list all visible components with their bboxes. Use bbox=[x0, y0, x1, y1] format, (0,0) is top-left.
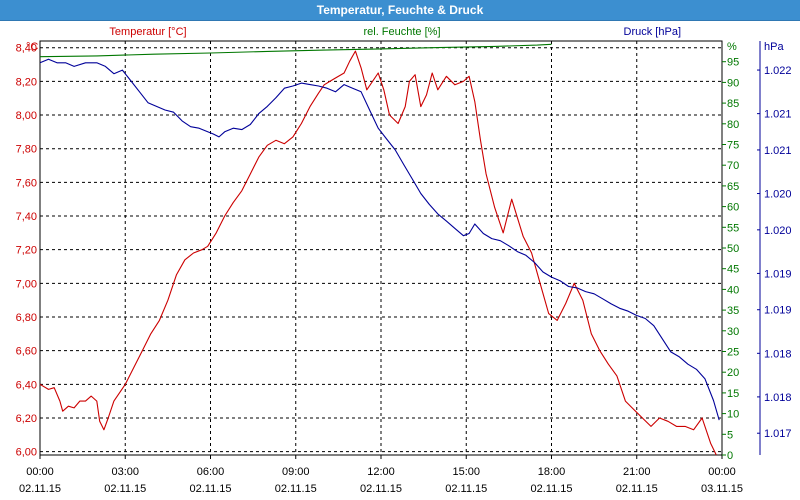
left-axis-tick: 7,40 bbox=[16, 211, 37, 223]
pressure-axis-tick: 1.018 bbox=[764, 392, 792, 404]
right-axis-humidity-tick: 65 bbox=[727, 181, 739, 193]
pressure-line bbox=[39, 58, 720, 421]
pressure-axis-tick: 1.018 bbox=[764, 348, 792, 360]
x-tick-time: 09:00 bbox=[282, 466, 310, 478]
left-axis-tick: 6,20 bbox=[16, 413, 37, 425]
right-axis-humidity-tick: 75 bbox=[727, 140, 739, 152]
pressure-axis-tick: 1.019 bbox=[764, 305, 792, 317]
right-axis-humidity-tick: 10 bbox=[727, 409, 739, 421]
x-tick-time: 00:00 bbox=[26, 466, 54, 478]
x-tick-time: 12:00 bbox=[367, 466, 395, 478]
series-label-pressure: Druck [hPa] bbox=[624, 26, 681, 38]
right-axis-humidity-tick: 25 bbox=[727, 347, 739, 359]
right-axis-humidity-tick: 90 bbox=[727, 77, 739, 89]
axis-labels: 00:00 02.11.15 03:00 02.11.15 06:00 02.11.15 0… bbox=[16, 26, 792, 495]
x-tick-date: 02.11.15 bbox=[189, 483, 231, 495]
x-tick-date: 03.11.15 bbox=[701, 483, 743, 495]
right-axis-humidity-tick: 40 bbox=[727, 284, 739, 296]
left-axis-tick: 7,80 bbox=[16, 144, 37, 156]
pressure-axis-tick: 1.020 bbox=[764, 189, 792, 201]
left-axis-tick: 6,80 bbox=[16, 312, 37, 324]
right-axis-humidity-tick: 50 bbox=[727, 243, 739, 255]
left-axis-tick: 6,40 bbox=[16, 379, 37, 391]
x-tick-time: 03:00 bbox=[111, 466, 139, 478]
pressure-axis-tick: 1.019 bbox=[764, 268, 792, 280]
pressure-axis-unit: hPa bbox=[764, 41, 784, 53]
left-axis-tick: 7,20 bbox=[16, 245, 37, 257]
right-axis-humidity-tick: 30 bbox=[727, 326, 739, 338]
x-tick-date: 02.11.15 bbox=[275, 483, 317, 495]
right-axis-humidity-tick: 0 bbox=[727, 450, 733, 462]
x-tick-date: 02.11.15 bbox=[19, 483, 61, 495]
right-axis-humidity-tick: 80 bbox=[727, 119, 739, 131]
x-tick-date: 02.11.15 bbox=[616, 483, 658, 495]
pressure-axis-tick: 1.017 bbox=[764, 428, 792, 440]
x-tick-time: 00:00 bbox=[708, 466, 736, 478]
x-tick-date: 02.11.15 bbox=[530, 483, 572, 495]
left-axis-tick: 7,00 bbox=[16, 278, 37, 290]
right-axis-humidity-tick: 85 bbox=[727, 98, 739, 110]
right-axis-humidity-tick: 5 bbox=[727, 429, 733, 441]
series-layer bbox=[39, 43, 720, 456]
right-axis-humidity-tick: 15 bbox=[727, 388, 739, 400]
series-label-humidity: rel. Feuchte [%] bbox=[363, 26, 440, 38]
left-axis-unit: °C bbox=[26, 41, 38, 53]
pressure-axis-tick: 1.022 bbox=[764, 65, 792, 77]
left-axis-tick: 8,40 bbox=[16, 43, 37, 55]
x-tick-time: 15:00 bbox=[452, 466, 480, 478]
left-axis-tick: 6,00 bbox=[16, 447, 37, 459]
humidity-line bbox=[39, 43, 552, 58]
humidity-axis-unit: % bbox=[727, 41, 737, 53]
right-axis-humidity-tick: 95 bbox=[727, 57, 739, 69]
x-tick-date: 02.11.15 bbox=[445, 483, 487, 495]
right-axis-humidity-tick: 70 bbox=[727, 160, 739, 172]
right-axis-humidity-tick: 45 bbox=[727, 264, 739, 276]
left-axis-tick: 8,20 bbox=[16, 76, 37, 88]
pressure-axis-tick: 1.020 bbox=[764, 225, 792, 237]
window-title: Temperatur, Feuchte & Druck bbox=[316, 3, 484, 17]
right-axis-humidity-tick: 20 bbox=[727, 367, 739, 379]
x-tick-time: 18:00 bbox=[538, 466, 566, 478]
left-axis-tick: 7,60 bbox=[16, 177, 37, 189]
x-tick-time: 21:00 bbox=[623, 466, 651, 478]
temperature-line bbox=[39, 50, 717, 456]
x-tick-date: 02.11.15 bbox=[360, 483, 402, 495]
left-axis-tick: 8,00 bbox=[16, 110, 37, 122]
grid bbox=[39, 40, 761, 459]
right-axis-humidity-tick: 35 bbox=[727, 305, 739, 317]
right-axis-humidity-tick: 55 bbox=[727, 222, 739, 234]
x-tick-date: 02.11.15 bbox=[104, 483, 146, 495]
pressure-axis-tick: 1.021 bbox=[764, 145, 792, 157]
x-tick-time: 06:00 bbox=[197, 466, 225, 478]
left-axis-tick: 6,60 bbox=[16, 346, 37, 358]
series-label-temperature: Temperatur [°C] bbox=[109, 26, 186, 38]
right-axis-humidity-tick: 60 bbox=[727, 202, 739, 214]
pressure-axis-tick: 1.021 bbox=[764, 109, 792, 121]
chart-title-bar: Temperatur, Feuchte & Druck bbox=[0, 0, 800, 21]
